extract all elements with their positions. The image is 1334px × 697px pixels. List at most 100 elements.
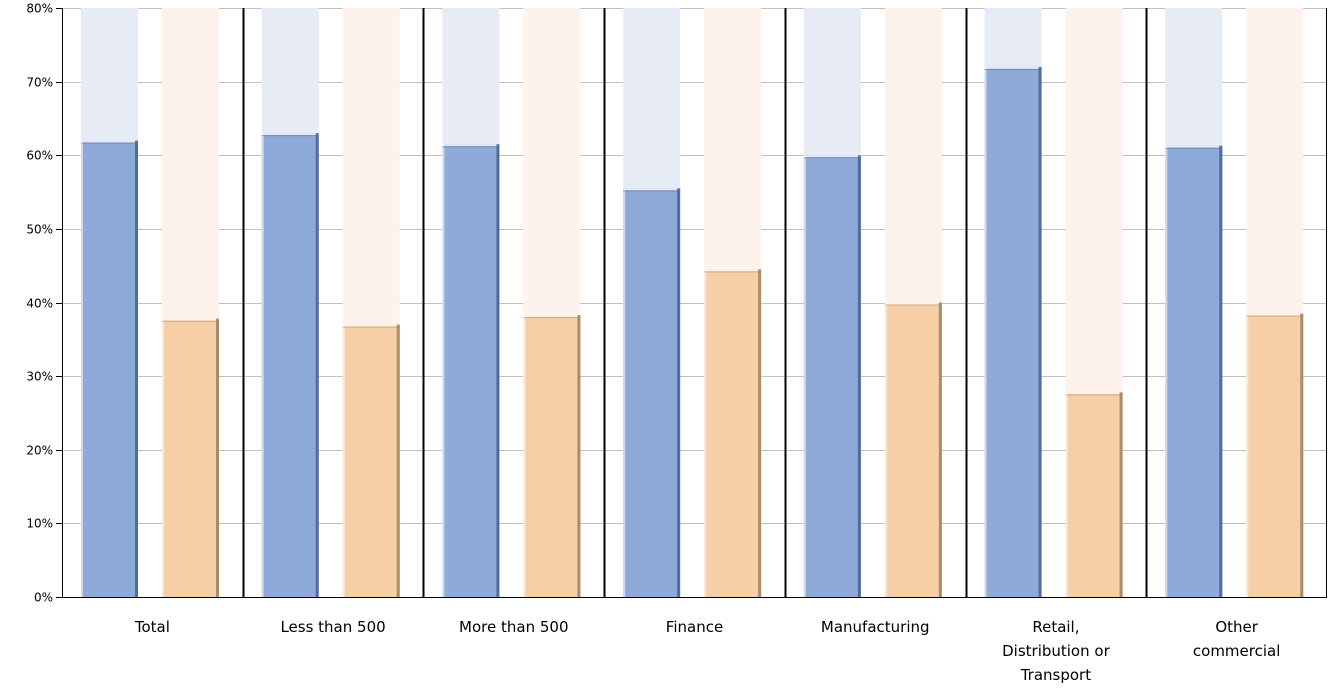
bar-highlight-top bbox=[81, 140, 138, 143]
bar-body bbox=[704, 269, 762, 597]
bar-highlight-top bbox=[162, 318, 219, 321]
category-label: Finance bbox=[666, 618, 723, 636]
bar-shadow-top bbox=[261, 135, 319, 137]
bar bbox=[162, 318, 219, 597]
category-labels: Total Less than 500 More than 500 Finance Ma… bbox=[134, 618, 1281, 684]
bar-shadow-top bbox=[342, 326, 400, 328]
bar bbox=[1246, 313, 1304, 597]
bar-highlight-top bbox=[261, 133, 319, 136]
bar-body bbox=[261, 133, 319, 597]
bar-shadow-top bbox=[704, 271, 762, 273]
bar-highlight-left bbox=[342, 324, 345, 597]
bar-highlight-left bbox=[803, 155, 806, 597]
y-tick-label: 30% bbox=[26, 370, 53, 384]
bar bbox=[342, 324, 400, 597]
bar-shadow-top bbox=[984, 68, 1042, 70]
bar bbox=[884, 302, 942, 597]
y-tick-label: 70% bbox=[26, 76, 53, 90]
category-label: More than 500 bbox=[459, 618, 568, 636]
bar-body bbox=[623, 188, 681, 597]
category-label-line: Transport bbox=[1020, 666, 1092, 684]
bar-body bbox=[1065, 392, 1123, 597]
category-label-line: commercial bbox=[1193, 642, 1281, 660]
bar bbox=[1165, 145, 1223, 597]
bar-highlight-left bbox=[623, 188, 626, 597]
bar-highlight-left bbox=[523, 315, 526, 597]
category-label: Retail, Distribution or Transport bbox=[1002, 618, 1110, 684]
bar-shadow-right bbox=[216, 318, 219, 597]
bar-highlight-top bbox=[884, 302, 942, 305]
y-tick-label: 10% bbox=[26, 517, 53, 531]
axes bbox=[56, 8, 1327, 598]
bar-shadow-right bbox=[496, 144, 500, 598]
bar-shadow-right bbox=[857, 155, 861, 597]
bar-highlight-left bbox=[1246, 313, 1249, 597]
category-label: Total bbox=[134, 618, 170, 636]
category-label-line: Manufacturing bbox=[821, 618, 930, 636]
bar bbox=[623, 188, 681, 597]
bar-shadow-right bbox=[938, 302, 942, 597]
bar-highlight-top bbox=[803, 155, 861, 158]
bar bbox=[1065, 392, 1123, 597]
category-label-line: Distribution or bbox=[1002, 642, 1110, 660]
bar bbox=[704, 269, 762, 597]
bar-shadow-top bbox=[1165, 147, 1223, 149]
y-tick-label: 20% bbox=[26, 444, 53, 458]
category-label-line: Other bbox=[1215, 618, 1258, 636]
y-tick-label: 40% bbox=[26, 297, 53, 311]
category-label: Manufacturing bbox=[821, 618, 930, 636]
bar-shadow-top bbox=[1065, 394, 1123, 396]
bar-body bbox=[523, 315, 581, 597]
y-tick-label: 80% bbox=[26, 2, 53, 16]
bar-highlight-left bbox=[442, 144, 445, 598]
bar-shadow-top bbox=[803, 157, 861, 159]
y-tick-label: 0% bbox=[34, 591, 53, 605]
bar-highlight-top bbox=[1165, 145, 1223, 148]
category-label-line: Total bbox=[134, 618, 170, 636]
category-label-line: Retail, bbox=[1032, 618, 1079, 636]
bar-highlight-left bbox=[81, 140, 83, 597]
bar-highlight-top bbox=[984, 66, 1042, 69]
bar bbox=[984, 66, 1042, 597]
bar-shadow-top bbox=[442, 146, 500, 148]
bar-highlight-left bbox=[1065, 392, 1068, 597]
y-tick-label: 50% bbox=[26, 223, 53, 237]
bar-body bbox=[1165, 145, 1223, 597]
bar-highlight-top bbox=[623, 188, 681, 191]
category-label: Less than 500 bbox=[280, 618, 385, 636]
bar-highlight-top bbox=[442, 144, 500, 147]
bar-shadow-right bbox=[577, 315, 581, 597]
bar-shadow-top bbox=[81, 142, 138, 144]
y-tick-labels: 0% 10% 20% 30% 40% 50% 60% 70% 80% bbox=[26, 2, 53, 605]
bar-highlight-left bbox=[984, 66, 987, 597]
bar-body bbox=[442, 144, 500, 598]
bar-shadow-right bbox=[677, 188, 681, 597]
bar-body bbox=[984, 66, 1042, 597]
bar bbox=[261, 133, 319, 597]
bar-highlight-top bbox=[342, 324, 400, 327]
bar-shadow-top bbox=[162, 320, 219, 322]
category-label: Other commercial bbox=[1193, 618, 1281, 660]
y-tick-label: 60% bbox=[26, 149, 53, 163]
category-label-line: Finance bbox=[666, 618, 723, 636]
bar-body bbox=[803, 155, 861, 597]
bar-shadow-right bbox=[1300, 313, 1304, 597]
bar-shadow-top bbox=[1246, 315, 1304, 317]
bar bbox=[81, 140, 138, 597]
bar-shadow-right bbox=[1119, 392, 1123, 597]
bar-highlight-top bbox=[523, 315, 581, 318]
bar-shadow-right bbox=[1038, 66, 1042, 597]
bar-body bbox=[342, 324, 400, 597]
bar-highlight-left bbox=[261, 133, 264, 597]
bar-shadow-right bbox=[315, 133, 319, 597]
bar-highlight-left bbox=[1165, 145, 1168, 597]
bar-body bbox=[162, 318, 219, 597]
bar-shadow-top bbox=[884, 304, 942, 306]
bar-highlight-top bbox=[1065, 392, 1123, 395]
bar-shadow-right bbox=[758, 269, 762, 597]
gridlines bbox=[62, 8, 1327, 524]
bars bbox=[81, 66, 1304, 598]
bar-shadow-right bbox=[396, 324, 400, 597]
